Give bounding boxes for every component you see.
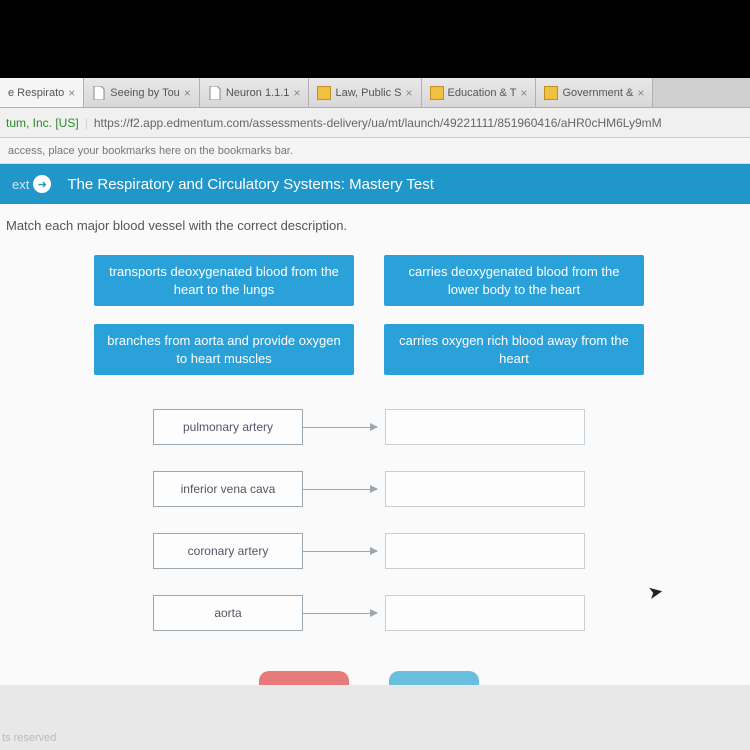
security-label: tum, Inc. [US] xyxy=(6,116,79,130)
close-icon[interactable]: × xyxy=(406,86,413,100)
page-title-bar: ext ➜ The Respiratory and Circulatory Sy… xyxy=(0,164,750,204)
card-transports[interactable]: transports deoxygenated blood from the h… xyxy=(94,255,354,306)
match-row: pulmonary artery xyxy=(153,409,585,445)
tab-law[interactable]: Law, Public S × xyxy=(309,78,421,107)
ext-button[interactable]: ext ➜ xyxy=(12,175,51,193)
favicon-icon xyxy=(544,86,558,100)
term-vena-cava: inferior vena cava xyxy=(153,471,303,507)
close-icon[interactable]: × xyxy=(68,86,75,100)
tab-label: e Respirato xyxy=(8,87,64,99)
card-oxygen-rich[interactable]: carries oxygen rich blood away from the … xyxy=(384,324,644,375)
drop-target-vena-cava[interactable] xyxy=(385,471,585,507)
tab-education[interactable]: Education & T × xyxy=(422,78,537,107)
bookmarks-bar: access, place your bookmarks here on the… xyxy=(0,138,750,164)
arrow-icon xyxy=(303,427,377,428)
match-area: pulmonary artery inferior vena cava coro… xyxy=(6,409,732,631)
tab-government[interactable]: Government & × xyxy=(536,78,653,107)
content-area: Match each major blood vessel with the c… xyxy=(0,204,750,685)
browser-tabs: e Respirato × Seeing by Tou × Neuron 1.1… xyxy=(0,78,750,108)
page-icon xyxy=(92,86,106,100)
page-title: The Respiratory and Circulatory Systems:… xyxy=(67,176,434,193)
tab-label: Government & xyxy=(562,87,633,99)
tab-label: Law, Public S xyxy=(335,87,401,99)
match-row: inferior vena cava xyxy=(153,471,585,507)
tab-label: Seeing by Tou xyxy=(110,87,180,99)
divider: | xyxy=(85,116,88,130)
submit-button[interactable] xyxy=(389,671,479,685)
tab-respirato[interactable]: e Respirato × xyxy=(0,78,84,107)
url-text: https://f2.app.edmentum.com/assessments-… xyxy=(94,116,662,130)
favicon-icon xyxy=(317,86,331,100)
arrow-icon xyxy=(303,613,377,614)
instruction-text: Match each major blood vessel with the c… xyxy=(6,218,732,233)
reset-button[interactable] xyxy=(259,671,349,685)
term-pulmonary: pulmonary artery xyxy=(153,409,303,445)
close-icon[interactable]: × xyxy=(293,86,300,100)
favicon-icon xyxy=(430,86,444,100)
close-icon[interactable]: × xyxy=(184,86,191,100)
close-icon[interactable]: × xyxy=(637,86,644,100)
address-bar[interactable]: tum, Inc. [US] | https://f2.app.edmentum… xyxy=(0,108,750,138)
window-top-blackbar xyxy=(0,0,750,78)
bookmarks-hint: access, place your bookmarks here on the… xyxy=(8,145,293,157)
footer-copyright: ts reserved xyxy=(0,732,56,744)
tab-neuron[interactable]: Neuron 1.1.1 × xyxy=(200,78,310,107)
draggable-cards: transports deoxygenated blood from the h… xyxy=(49,255,689,375)
ext-label: ext xyxy=(12,177,29,192)
close-icon[interactable]: × xyxy=(520,86,527,100)
term-aorta: aorta xyxy=(153,595,303,631)
match-row: aorta xyxy=(153,595,585,631)
page-icon xyxy=(208,86,222,100)
drop-target-pulmonary[interactable] xyxy=(385,409,585,445)
card-branches[interactable]: branches from aorta and provide oxygen t… xyxy=(94,324,354,375)
card-carries-lower[interactable]: carries deoxygenated blood from the lowe… xyxy=(384,255,644,306)
drop-target-coronary[interactable] xyxy=(385,533,585,569)
arrow-icon xyxy=(303,551,377,552)
arrow-right-icon: ➜ xyxy=(33,175,51,193)
match-row: coronary artery xyxy=(153,533,585,569)
term-coronary: coronary artery xyxy=(153,533,303,569)
drop-target-aorta[interactable] xyxy=(385,595,585,631)
footer-buttons xyxy=(6,671,732,685)
tab-label: Neuron 1.1.1 xyxy=(226,87,290,99)
tab-label: Education & T xyxy=(448,87,517,99)
arrow-icon xyxy=(303,489,377,490)
tab-seeing[interactable]: Seeing by Tou × xyxy=(84,78,200,107)
